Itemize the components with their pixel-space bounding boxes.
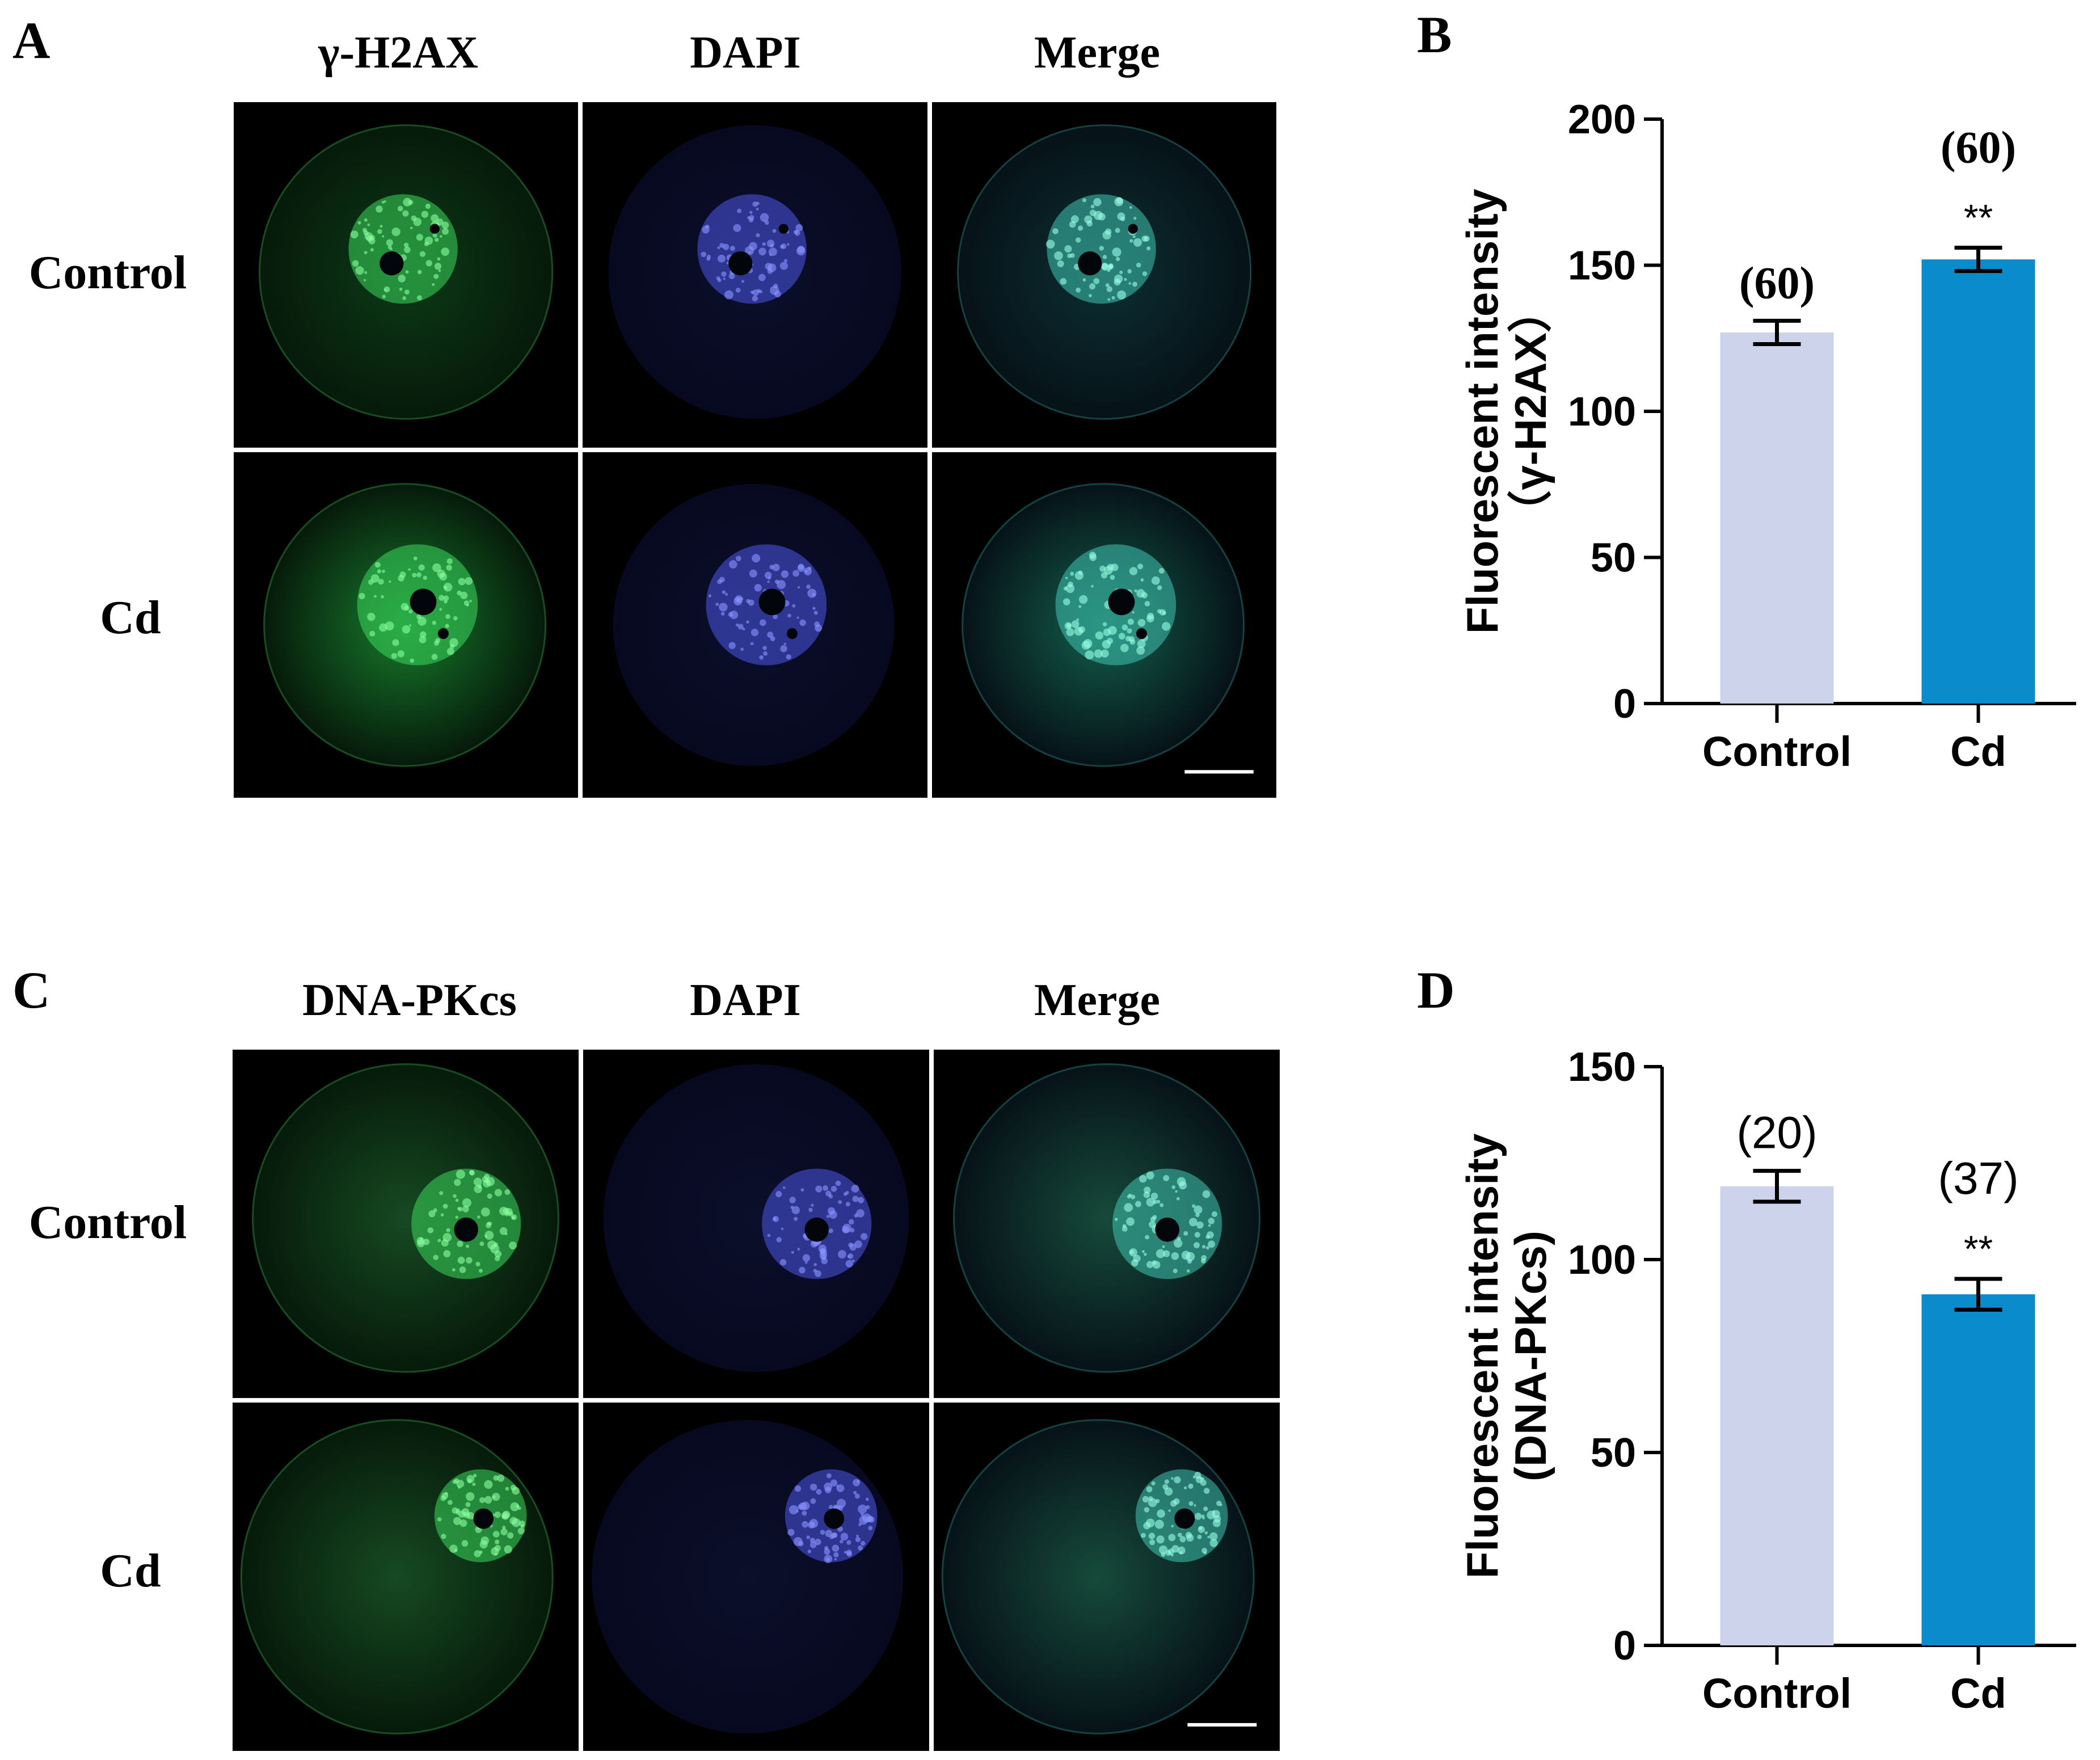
y-tick-label: 0 [1613,1623,1636,1669]
significance-label: ** [1964,197,1993,239]
panel-letter-c: C [12,961,50,1019]
oocyte [252,1064,559,1372]
panel-letter-d: D [1417,961,1455,1019]
col-head-dna-pkcs: DNA-PKcs [302,975,517,1025]
bar-cd [1921,1294,2035,1645]
y-tick-label: 200 [1568,97,1636,142]
x-tick-label: Control [1702,728,1852,775]
error-bar [1753,1169,1801,1204]
micrograph-cd-green [233,1403,579,1751]
row-label-cd-c: Cd [100,1544,161,1597]
micrograph-control-green [234,102,579,448]
n-label: (37) [1938,1153,2018,1203]
bar-control [1720,1186,1834,1645]
row-label-control-c: Control [28,1196,187,1249]
oocyte [954,1064,1260,1372]
error-bar [1954,246,2002,273]
error-bar [1753,318,1801,347]
nucleus [348,194,458,304]
significance-label: ** [1964,1228,1993,1270]
x-tick-label: Cd [1950,728,2006,775]
micrograph-cd-green [234,452,579,798]
y-axis-label: (DNA-PKcs) [1506,1231,1555,1481]
oocyte [592,1420,904,1734]
col-head-merge: Merge [1034,28,1161,78]
micrograph-control-green [233,1050,579,1398]
x-tick-label: Cd [1950,1670,2006,1717]
image-grid-a [234,102,1276,798]
n-label: (20) [1736,1108,1817,1158]
micrograph-control-merge [934,1050,1280,1398]
x-tick-label: Control [1702,1670,1852,1717]
n-label: (60) [1739,258,1815,308]
y-axis-label: Fluorescent intensity [1457,1134,1507,1579]
y-tick-label: 100 [1568,1237,1636,1283]
col-head-dapi: DAPI [690,28,801,78]
bar-cd [1921,259,2035,704]
panel-letter-a: A [12,11,50,69]
y-tick-label: 0 [1613,681,1636,727]
micrograph-cd-merge [934,1403,1280,1751]
y-axis-label: （γ-H2AX） [1506,288,1555,534]
micrograph-control-blue [583,1050,929,1398]
y-tick-label: 150 [1568,1045,1636,1090]
row-label-cd: Cd [100,591,161,644]
y-tick-label: 50 [1591,1430,1636,1476]
y-axis-label: Fluorescent intensity [1457,189,1507,634]
row-label-control: Control [28,246,187,299]
col-head-dapi-c: DAPI [690,975,801,1025]
micrograph-control-blue [583,102,927,448]
panel-letter-b: B [1417,6,1452,64]
micrograph-cd-blue [583,1403,929,1751]
image-grid-c [233,1050,1280,1751]
micrograph-cd-blue [583,452,927,798]
col-head-gamma-h2ax: γ-H2AX [318,28,478,78]
y-tick-label: 150 [1568,243,1636,289]
n-label: (60) [1941,123,2016,173]
oocyte [942,1420,1254,1734]
micrograph-cd-merge [931,452,1276,798]
scale-bar [1187,1723,1257,1727]
oocyte [241,1420,553,1734]
scale-bar [1184,770,1254,774]
col-head-merge-c: Merge [1034,975,1161,1025]
micrograph-control-merge [931,102,1276,448]
bar-chart-d: 0 50 100 150 Fluorescent intensity (DNA-PKcs)… [1435,1021,2088,1753]
bar-control [1720,332,1834,704]
oocyte [603,1064,909,1372]
bar-chart-b: 0 50 100 150 200 Fluorescent intensity （γ-H2AX… [1435,74,2088,811]
y-tick-label: 100 [1568,389,1636,435]
y-tick-label: 50 [1591,536,1636,581]
error-bar [1954,1277,2002,1312]
